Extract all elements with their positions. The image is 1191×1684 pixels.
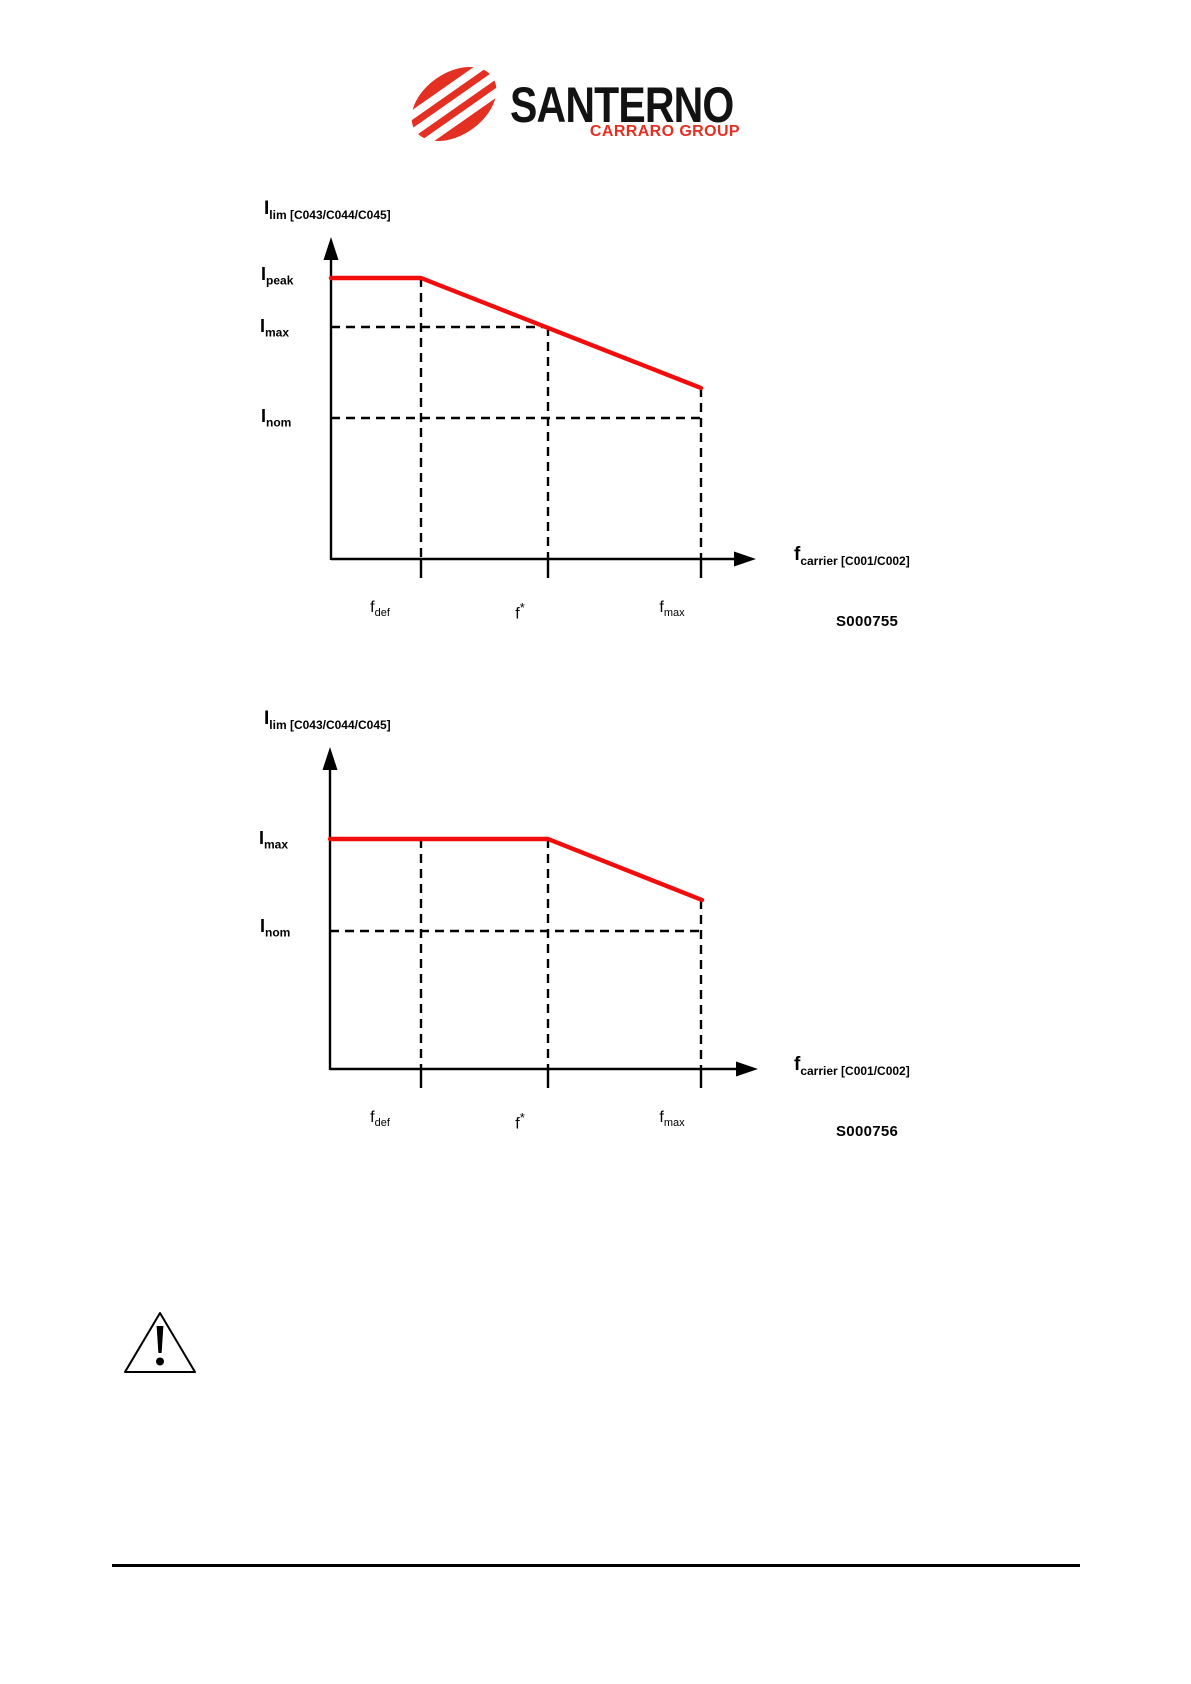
warning-triangle-icon xyxy=(124,1312,196,1373)
santerno-swoosh-icon xyxy=(403,62,505,146)
chart2-ytick-inom: Inom xyxy=(260,917,290,943)
chart1-xtick-fmax: fmax xyxy=(632,599,712,622)
chart2-x-axis-label-base: f xyxy=(794,1054,801,1075)
chart2-ytick-imax: Imax xyxy=(259,829,288,855)
chart2-y-axis-label: Ilim [C043/C044/C045] xyxy=(264,709,391,735)
inom-base: I xyxy=(261,406,267,426)
chart1-xtick-fstar: f* xyxy=(480,599,560,622)
imax-sub: max xyxy=(265,325,290,340)
chart1-x-axis-label-sub: carrier [C001/C002] xyxy=(800,553,910,568)
fmax-sub: max xyxy=(663,1117,685,1130)
chart1-x-axis-label: fcarrier [C001/C002] xyxy=(794,545,910,571)
fmax-base: f xyxy=(659,1109,664,1126)
inom-sub: nom xyxy=(265,925,291,940)
inom-sub: nom xyxy=(266,415,292,430)
fstar-sup: * xyxy=(519,1110,525,1125)
fmax-base: f xyxy=(659,599,664,616)
fstar-base: f xyxy=(515,605,520,623)
chart2-dashed-guides xyxy=(330,839,703,1069)
chart2-xtick-fmax: fmax xyxy=(632,1109,712,1132)
figure-code-s000756: S000756 xyxy=(836,1123,899,1140)
chart1-xtick-fdef: fdef xyxy=(340,599,420,622)
chart1-y-axis-label-sub: lim [C043/C044/C045] xyxy=(269,207,391,222)
y-axis-arrow-icon xyxy=(322,747,338,770)
fdef-sub: def xyxy=(374,607,390,620)
chart1-ytick-inom: Inom xyxy=(261,407,291,433)
chart1-derating-curve xyxy=(328,275,704,391)
chart1-ytick-ipeak: Ipeak xyxy=(261,265,293,291)
chart2-xtick-fdef: fdef xyxy=(340,1109,420,1132)
chart2-xtick-fstar: f* xyxy=(480,1109,560,1132)
ipeak-base: I xyxy=(261,264,267,284)
chart1-axes xyxy=(329,256,738,578)
chart2-canvas xyxy=(322,747,758,1088)
chart2-y-axis-label-sub: lim [C043/C044/C045] xyxy=(269,717,391,732)
imax-base: I xyxy=(259,828,265,848)
imax-base: I xyxy=(260,316,266,336)
ipeak-sub: peak xyxy=(266,273,294,288)
brand-wordmark: SANTERNO xyxy=(510,77,734,133)
footer-divider xyxy=(112,1564,1080,1567)
chart2-x-axis-label-sub: carrier [C001/C002] xyxy=(800,1063,910,1078)
brand-group-text: CARRARO GROUP xyxy=(589,123,740,140)
fstar-sup: * xyxy=(519,600,525,615)
fdef-sub: def xyxy=(374,1117,390,1130)
chart1-y-axis-label: Ilim [C043/C044/C045] xyxy=(264,199,391,225)
fstar-base: f xyxy=(515,1115,520,1133)
inom-base: I xyxy=(260,916,266,936)
x-axis-arrow-icon xyxy=(734,551,756,567)
chart2-derating-curve xyxy=(327,836,705,903)
fdef-base: f xyxy=(370,1109,375,1126)
chart1-canvas xyxy=(323,237,756,578)
y-axis-arrow-icon xyxy=(323,237,339,260)
x-axis-arrow-icon xyxy=(736,1061,758,1077)
chart1-ytick-imax: Imax xyxy=(260,317,289,343)
figure-code-s000755: S000755 xyxy=(836,613,899,630)
imax-sub: max xyxy=(264,837,289,852)
fdef-base: f xyxy=(370,599,375,616)
chart1-dashed-guides xyxy=(331,278,703,559)
chart2-axes xyxy=(328,766,740,1088)
chart1-y-axis-label-base: I xyxy=(264,198,270,219)
chart1-x-axis-label-base: f xyxy=(794,544,801,565)
fmax-sub: max xyxy=(663,607,685,620)
chart2-y-axis-label-base: I xyxy=(264,708,270,729)
chart2-x-axis-label: fcarrier [C001/C002] xyxy=(794,1055,910,1081)
